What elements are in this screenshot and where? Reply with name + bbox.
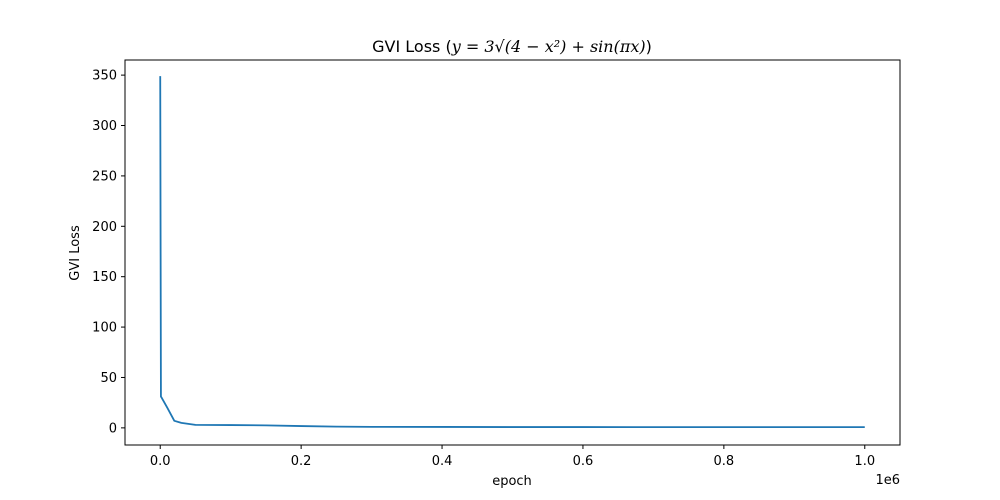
x-tick-label: 0.0 [150, 454, 171, 469]
y-tick-label: 150 [92, 270, 117, 285]
chart-title: GVI Loss (y = 3√(4 − x²) + sin(πx)) [372, 37, 652, 56]
x-axis-offset-label: 1e6 [875, 473, 900, 488]
loss-series-line [159, 76, 865, 429]
y-tick-label: 50 [100, 371, 117, 386]
plot-area: 0.0 0.2 0.4 0.6 0.8 1.0 0 50 100 150 200 250 300 350 [92, 59, 901, 469]
y-axis-ticks: 0 50 100 150 200 250 300 350 [92, 69, 125, 436]
y-tick-label: 300 [92, 119, 117, 134]
y-axis-label: GVI Loss [68, 225, 83, 281]
axes-frame [124, 59, 901, 446]
y-tick-label: 0 [109, 421, 117, 436]
y-tick-label: 350 [92, 69, 117, 84]
chart-title-prefix: GVI Loss ( [372, 37, 452, 56]
y-tick-label: 100 [92, 321, 117, 336]
x-axis-label: epoch [492, 474, 532, 489]
x-axis-ticks: 0.0 0.2 0.4 0.6 0.8 1.0 [150, 445, 875, 469]
chart-title-suffix: ) [646, 37, 652, 56]
x-tick-label: 0.6 [573, 454, 594, 469]
y-tick-label: 200 [92, 220, 117, 235]
y-tick-label: 250 [92, 169, 117, 184]
series-layer [159, 76, 865, 429]
chart-title-formula: y = 3√(4 − x²) + sin(πx) [451, 37, 646, 56]
x-tick-label: 1.0 [854, 454, 875, 469]
x-tick-label: 0.8 [714, 454, 735, 469]
x-tick-label: 0.2 [291, 454, 312, 469]
x-tick-label: 0.4 [432, 454, 453, 469]
